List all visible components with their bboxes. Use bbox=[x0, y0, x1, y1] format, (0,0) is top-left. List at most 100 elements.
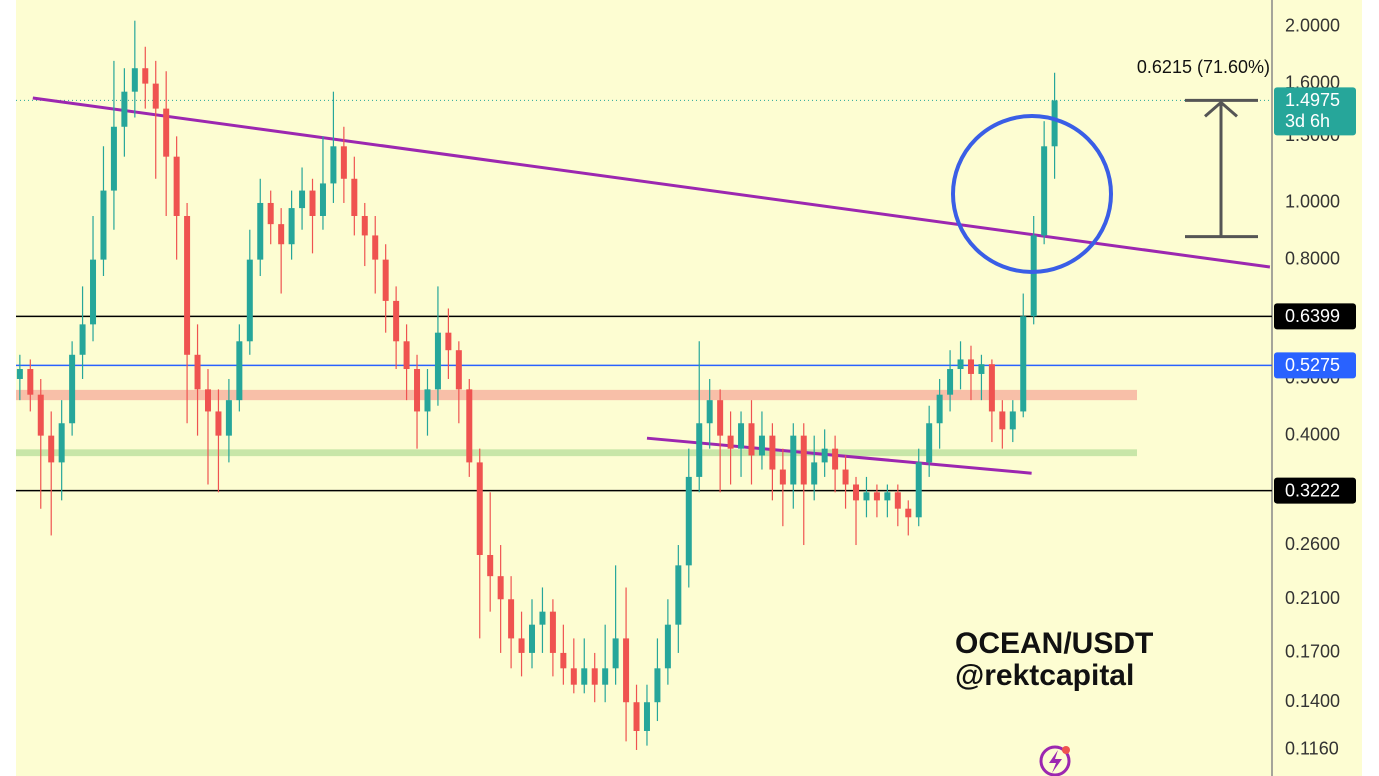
candle-body bbox=[873, 492, 880, 501]
candle-body bbox=[100, 190, 107, 260]
candle-body bbox=[884, 492, 891, 501]
candle-body bbox=[16, 369, 23, 379]
levels bbox=[16, 96, 1272, 492]
level-label: 0.3222 bbox=[1285, 480, 1340, 500]
candle-body bbox=[110, 126, 117, 191]
candle-body bbox=[549, 611, 556, 653]
candles bbox=[16, 20, 1058, 750]
candle-body bbox=[204, 389, 211, 412]
candle-body bbox=[497, 576, 504, 600]
candle-body bbox=[915, 462, 922, 518]
candle-body bbox=[518, 638, 525, 653]
logo-dot bbox=[1062, 746, 1070, 754]
candle-body bbox=[319, 183, 326, 216]
candle-body bbox=[821, 448, 828, 463]
highlight-circle bbox=[951, 114, 1113, 274]
candle-body bbox=[675, 565, 682, 625]
candle-body bbox=[717, 400, 724, 436]
candle-body bbox=[445, 332, 452, 351]
candle-body bbox=[455, 350, 462, 390]
candle-body bbox=[1020, 316, 1027, 412]
candle-body bbox=[602, 668, 609, 685]
candle-body bbox=[476, 462, 483, 555]
candle-body bbox=[967, 359, 974, 374]
candle-body bbox=[706, 400, 713, 424]
candle-body bbox=[142, 68, 149, 84]
level-label-box bbox=[1274, 303, 1356, 330]
candle-body bbox=[612, 638, 619, 669]
candle-body bbox=[758, 435, 765, 456]
y-tick-label: 0.1160 bbox=[1285, 739, 1339, 759]
candle-body bbox=[926, 423, 933, 463]
candle-body bbox=[664, 624, 671, 669]
candle-body bbox=[1051, 100, 1058, 147]
candle-body bbox=[832, 448, 839, 470]
plot-background bbox=[16, 0, 1362, 776]
candle-body bbox=[529, 624, 536, 653]
y-tick-label: 0.1700 bbox=[1285, 642, 1340, 662]
last-price-box bbox=[1274, 87, 1356, 136]
candle-body bbox=[842, 469, 849, 485]
candle-body bbox=[581, 668, 588, 685]
watermark-pair: OCEAN/USDT bbox=[955, 627, 1153, 660]
candle-body bbox=[393, 300, 400, 342]
candle-body bbox=[466, 389, 473, 463]
watermark-author: @rektcapital bbox=[955, 659, 1134, 692]
logo bbox=[1039, 745, 1071, 776]
candle-body bbox=[403, 341, 410, 370]
zone bbox=[16, 449, 1137, 457]
trendline bbox=[646, 436, 1032, 475]
candle-body bbox=[152, 83, 159, 109]
candle-body bbox=[623, 638, 630, 703]
candle-body bbox=[633, 702, 640, 731]
candle-body bbox=[215, 411, 222, 436]
candle-body bbox=[414, 369, 421, 412]
candle-body bbox=[330, 146, 337, 184]
candle-body bbox=[894, 492, 901, 509]
logo-bolt bbox=[1049, 750, 1062, 773]
y-tick-label: 1.0000 bbox=[1285, 192, 1340, 212]
candle-body bbox=[947, 369, 954, 395]
candle-body bbox=[163, 108, 170, 157]
candle-body bbox=[988, 364, 995, 412]
candle-body bbox=[811, 462, 818, 485]
candle-body bbox=[79, 324, 86, 355]
candle-body bbox=[1030, 235, 1037, 317]
candle-body bbox=[696, 423, 703, 477]
candle-body bbox=[539, 611, 546, 625]
candle-body bbox=[340, 146, 347, 179]
candle-body bbox=[434, 332, 441, 390]
candle-body bbox=[194, 354, 201, 390]
y-tick-label: 1.6000 bbox=[1285, 72, 1340, 92]
candle-body bbox=[487, 554, 494, 577]
level-label: 0.5275 bbox=[1285, 355, 1340, 375]
measure-label: 0.6215 (71.60%) bbox=[1137, 57, 1270, 77]
candle-body bbox=[769, 435, 776, 470]
candle-body bbox=[267, 202, 274, 225]
candle-body bbox=[863, 492, 870, 501]
candle-body bbox=[570, 668, 577, 685]
y-tick-label: 0.2100 bbox=[1285, 588, 1340, 608]
y-tick-label: 0.2600 bbox=[1285, 534, 1340, 554]
candle-body bbox=[424, 389, 431, 412]
candle-body bbox=[278, 224, 285, 245]
candle-body bbox=[48, 435, 55, 463]
candle-body bbox=[957, 359, 964, 370]
logo-ring bbox=[1039, 745, 1071, 776]
candle-body bbox=[779, 469, 786, 485]
candle-body bbox=[90, 259, 97, 325]
candle-body bbox=[1041, 146, 1048, 236]
annotations: 0.6215 (71.60%) bbox=[951, 57, 1270, 274]
trendline bbox=[32, 96, 1271, 269]
last-price-label: 1.4975 bbox=[1285, 90, 1340, 110]
candle-body bbox=[905, 508, 912, 518]
level-label-box bbox=[1274, 477, 1356, 504]
candle-body bbox=[591, 668, 598, 685]
candle-body bbox=[173, 156, 180, 216]
candle-body bbox=[225, 400, 232, 436]
candle-body bbox=[309, 190, 316, 216]
level-label-box bbox=[1274, 352, 1356, 379]
candle-body bbox=[643, 702, 650, 731]
measure-arrowhead bbox=[1204, 100, 1238, 118]
candle-body bbox=[131, 68, 138, 92]
